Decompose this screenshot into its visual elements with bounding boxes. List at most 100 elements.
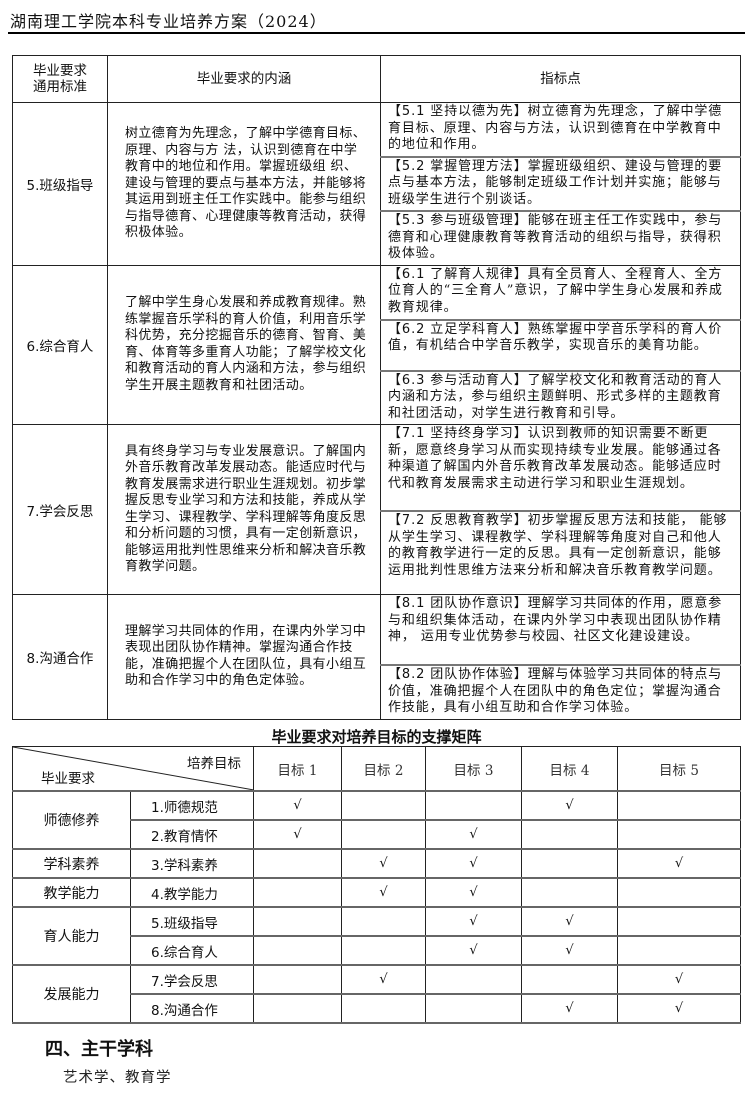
- requirement-name: 2.教育情怀: [130, 819, 254, 850]
- requirement-group: 师德修养: [12, 790, 131, 850]
- requirement-standard: 7.学会反思: [12, 424, 108, 595]
- matrix-corner: 培养目标 毕业要求: [12, 746, 254, 792]
- indicator-title: 【5.1 坚持以德为先】: [388, 104, 528, 119]
- check-mark: √: [293, 798, 302, 813]
- section-body: 艺术学、教育学: [63, 1070, 172, 1086]
- support-cell: √: [617, 848, 741, 879]
- requirement-group: 教学能力: [12, 877, 131, 908]
- indicator-title: 【7.2 反思教育教学】: [388, 513, 528, 528]
- requirement-standard: 5.班级指导: [12, 102, 108, 266]
- support-cell: [341, 906, 426, 937]
- indicator-title: 【6.2 立足学科育人】: [388, 321, 528, 337]
- goal-header: 目标 5: [617, 746, 741, 792]
- corner-req-label: 毕业要求: [41, 771, 95, 787]
- matrix-title: 毕业要求对培养目标的支撑矩阵: [271, 728, 482, 746]
- support-cell: [253, 877, 342, 908]
- requirement-name: 3.学科素养: [130, 848, 254, 879]
- matrix-row: 教学能力 4.教学能力 √ √: [12, 877, 741, 908]
- support-cell: [425, 993, 522, 1024]
- requirement-row: 【5.3 参与班级管理】能够在班主任工作实践中，参与德育和心理健康教育等教育活动…: [13, 210, 741, 266]
- requirement-name: 6.综合育人: [130, 935, 254, 966]
- indicator-text: 理解学习共同体的作用，愿意参与和组织集体活动，在课内外学习中表现出团队协作精神，…: [388, 596, 723, 644]
- indicator-text: 树立德育为先理念，了解中学德育目标、原理、内容与方法，认识到德育在中学教育中的地…: [388, 104, 723, 152]
- matrix-row: 2.教育情怀 √ √: [13, 819, 741, 850]
- check-mark: √: [674, 1001, 684, 1016]
- requirement-name: 8.沟通合作: [130, 993, 254, 1024]
- indicator-title: 【6.3 参与活动育人】: [388, 372, 528, 388]
- support-cell: √: [425, 935, 522, 966]
- indicator-text: 认识到教师的知识需要不断更新，愿意终身学习从而实现持续专业发展。能够通过各种渠道…: [388, 426, 722, 491]
- support-cell: [617, 819, 741, 850]
- goal-header: 目标 3: [425, 746, 522, 792]
- matrix-row: 6.综合育人 √ √: [13, 935, 741, 966]
- check-mark: √: [565, 798, 574, 813]
- support-matrix-table: 培养目标 毕业要求 目标 1 目标 2 目标 3 目标 4 目标 5 师德修养 1.师德规…: [12, 746, 741, 1024]
- requirement-row: 【8.2 团队协作体验】理解与体验学习共同体的特点与价值，准确把握个人在团队中的…: [13, 664, 741, 720]
- support-cell: √: [425, 848, 522, 879]
- support-cell: √: [521, 993, 618, 1024]
- indicator-title: 【8.1 团队协作意识】: [388, 596, 528, 611]
- requirement-name: 5.班级指导: [130, 906, 254, 937]
- requirement-group: 学科素养: [12, 848, 131, 879]
- support-cell: [253, 964, 342, 995]
- goal-header: 目标 1: [253, 746, 342, 792]
- col-header-standard: 毕业要求 通用标准: [12, 55, 108, 103]
- diagonal-line: [13, 747, 254, 790]
- requirement-standard: 6.综合育人: [12, 264, 108, 425]
- requirement-row: 5.班级指导 树立德育为先理念，了解中学德育目标、原理、内容与方 法，认识到德育在…: [12, 102, 741, 266]
- support-cell: [617, 877, 741, 908]
- support-cell: [521, 819, 618, 850]
- support-cell: √: [521, 790, 618, 821]
- indicator-point: 【6.2 立足学科育人】熟练掌握中学音乐学科的育人价值，有机结合中学音乐教学，实…: [380, 319, 741, 372]
- indicator-point: 【5.1 坚持以德为先】树立德育为先理念，了解中学德育目标、原理、内容与方法，认…: [380, 102, 741, 158]
- requirement-name: 4.教学能力: [130, 877, 254, 908]
- indicator-point: 【6.3 参与活动育人】了解学校文化和教育活动的育人内涵和方法，参与组织主题鲜明…: [380, 370, 741, 425]
- indicator-text: 初步掌握反思方法和技能， 能够从学生学习、课程教学、学科理解等角度对自己和他人的…: [388, 513, 728, 578]
- support-cell: [521, 877, 618, 908]
- requirement-content: 了解中学生身心发展和养成教育规律。熟练掌握音乐学科的育人价值，利用音乐学科优势，…: [107, 264, 381, 425]
- requirement-row: 【5.2 掌握管理方法】掌握班级组织、建设与管理的要点与基本方法，能够制定班级工…: [13, 156, 741, 212]
- check-mark: √: [469, 827, 478, 842]
- requirement-content: 具有终身学习与专业发展意识。了解国内外音乐教育改革发展动态。能适应时代与教育发展…: [107, 424, 381, 595]
- support-cell: √: [425, 819, 522, 850]
- requirement-row: 8.沟通合作 理解学习共同体的作用，在课内外学习中表现出团队协作精神。掌握沟通合作…: [12, 594, 741, 720]
- requirement-name: 1.师德规范: [130, 790, 254, 821]
- indicator-title: 【8.2 团队协作体验】: [388, 667, 528, 682]
- requirement-group: 育人能力: [12, 906, 131, 966]
- check-mark: √: [469, 943, 478, 958]
- support-cell: √: [425, 906, 522, 937]
- check-mark: √: [379, 972, 388, 987]
- support-cell: [341, 935, 426, 966]
- support-cell: √: [425, 877, 522, 908]
- check-mark: √: [293, 827, 302, 842]
- support-cell: √: [341, 848, 426, 879]
- indicator-point: 【8.2 团队协作体验】理解与体验学习共同体的特点与价值，准确把握个人在团队中的…: [380, 664, 741, 720]
- indicator-point: 【8.1 团队协作意识】理解学习共同体的作用，愿意参与和组织集体活动，在课内外学…: [380, 594, 741, 666]
- check-mark: √: [379, 885, 388, 900]
- check-mark: √: [469, 856, 478, 871]
- check-mark: √: [469, 885, 478, 900]
- check-mark: √: [565, 1001, 574, 1016]
- goal-header: 目标 4: [521, 746, 618, 792]
- matrix-row: 育人能力 5.班级指导 √ √: [12, 906, 741, 966]
- requirement-group: 发展能力: [12, 964, 131, 1024]
- support-cell: [341, 790, 426, 821]
- check-mark: √: [674, 972, 684, 987]
- support-cell: [617, 935, 741, 966]
- support-cell: √: [253, 790, 342, 821]
- indicator-title: 【5.2 掌握管理方法】: [388, 158, 528, 174]
- support-cell: √: [521, 935, 618, 966]
- support-cell: √: [617, 964, 741, 995]
- check-mark: √: [379, 856, 388, 871]
- indicator-point: 【6.1 了解育人规律】具有全员育人、全程育人、全方位育人的“三全育人”意识，了…: [380, 264, 741, 321]
- indicator-title: 【6.1 了解育人规律】: [388, 266, 528, 282]
- indicator-text: 熟练掌握中学音乐学科的育人价值，有机结合中学音乐教学，实现音乐的美育功能。: [388, 321, 723, 354]
- support-cell: √: [521, 906, 618, 937]
- requirement-content: 理解学习共同体的作用，在课内外学习中表现出团队协作精神。掌握沟通合作技能，准确把…: [107, 594, 381, 720]
- indicator-point: 【5.2 掌握管理方法】掌握班级组织、建设与管理的要点与基本方法，能够制定班级工…: [380, 156, 741, 212]
- support-cell: [253, 906, 342, 937]
- indicator-point: 【7.1 坚持终身学习】认识到教师的知识需要不断更新，愿意终身学习从而实现持续专…: [380, 424, 741, 512]
- support-cell: √: [253, 819, 342, 850]
- col-header-content: 毕业要求的内涵: [107, 55, 381, 103]
- matrix-row: 发展能力 7.学会反思 √ √: [12, 964, 741, 1024]
